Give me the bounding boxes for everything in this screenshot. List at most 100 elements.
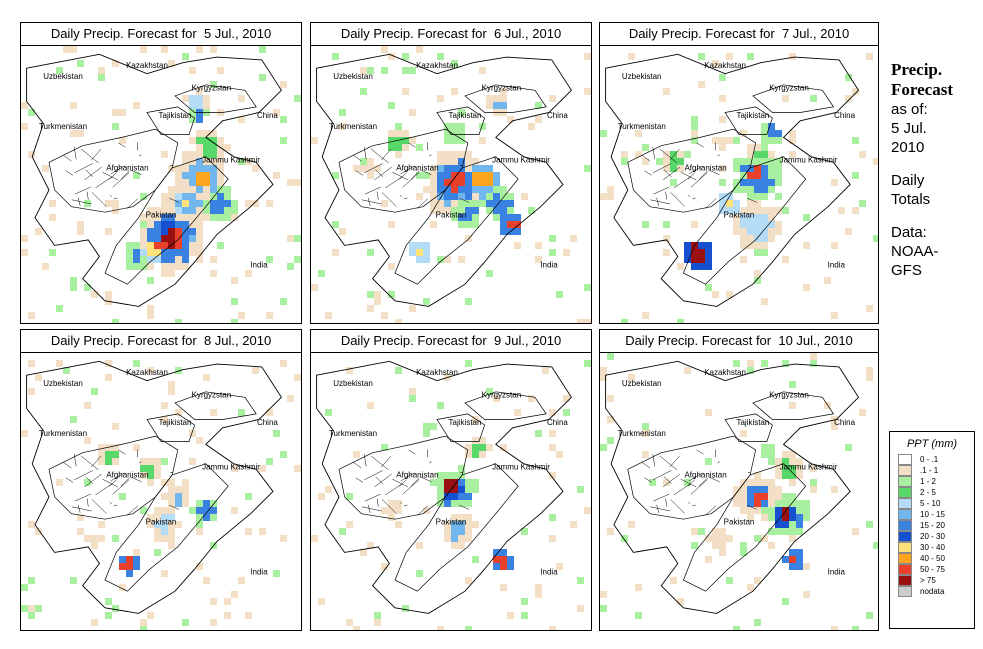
- precip-cell: [231, 214, 238, 221]
- precip-cell: [768, 228, 775, 235]
- precip-cell: [168, 507, 175, 514]
- precip-cell: [119, 493, 126, 500]
- precip-cell: [294, 256, 301, 263]
- precip-map: Uzbekistan Kazakhstan Kyrgyzstan Tajikistan…: [21, 46, 301, 323]
- province-border: [687, 479, 695, 487]
- precip-cell: [182, 179, 189, 186]
- precip-cell: [28, 577, 35, 584]
- precip-cell: [203, 193, 210, 200]
- forecast-panel-jul-9: Daily Precip. Forecast for 9 Jul., 2010 …: [310, 329, 592, 631]
- precip-cell: [712, 291, 719, 298]
- precip-cell: [437, 472, 444, 479]
- precip-cell: [126, 256, 133, 263]
- precip-cell: [374, 291, 381, 298]
- precip-cell: [733, 500, 740, 507]
- precip-cell: [196, 144, 203, 151]
- precip-cell: [719, 74, 726, 81]
- precip-cell: [479, 186, 486, 193]
- precip-cell: [210, 500, 217, 507]
- precip-cell: [210, 193, 217, 200]
- precip-cell: [444, 200, 451, 207]
- precip-cell: [182, 479, 189, 486]
- precip-cell: [507, 207, 514, 214]
- precip-cell: [698, 249, 705, 256]
- precip-cell: [528, 395, 535, 402]
- precip-cell: [775, 221, 782, 228]
- province-border: [130, 169, 142, 176]
- precip-cell: [733, 200, 740, 207]
- country-border: [752, 391, 835, 420]
- precip-cell: [824, 277, 831, 284]
- legend-label: 10 - 15: [920, 510, 945, 519]
- precip-cell: [175, 263, 182, 270]
- precip-cell: [747, 486, 754, 493]
- precip-cell: [353, 626, 360, 630]
- precip-cell: [189, 179, 196, 186]
- country-border: [316, 53, 572, 307]
- precip-cell: [465, 298, 472, 305]
- precip-cell: [556, 291, 563, 298]
- province-border: [656, 504, 660, 513]
- precip-cell: [852, 528, 859, 535]
- precip-cell: [325, 312, 332, 319]
- precip-cell: [768, 528, 775, 535]
- map-label: Uzbekistan: [622, 379, 662, 388]
- precip-cell: [528, 207, 535, 214]
- precip-cell: [161, 521, 168, 528]
- precip-cell: [168, 500, 175, 507]
- side-title-line1: Precip.: [891, 60, 943, 79]
- province-border: [400, 472, 415, 482]
- precip-cell: [747, 500, 754, 507]
- legend-swatch: [898, 454, 912, 465]
- precip-cell: [70, 577, 77, 584]
- precip-cell: [154, 521, 161, 528]
- precip-cell: [782, 500, 789, 507]
- precip-cell: [845, 95, 852, 102]
- map-label: China: [547, 111, 568, 120]
- precip-cell: [367, 291, 374, 298]
- precip-cell: [196, 214, 203, 221]
- precip-cell: [63, 367, 70, 374]
- precip-cell: [465, 514, 472, 521]
- precip-cell: [189, 193, 196, 200]
- precip-cell: [388, 144, 395, 151]
- precip-cell: [458, 158, 465, 165]
- precip-cell: [196, 437, 203, 444]
- precip-cell: [203, 179, 210, 186]
- precip-cell: [367, 158, 374, 165]
- province-border: [690, 479, 708, 495]
- province-border: [74, 186, 91, 195]
- precip-cell: [754, 507, 761, 514]
- precip-cell: [754, 472, 761, 479]
- precip-cell: [140, 458, 147, 465]
- forecast-panel-jul-8: Daily Precip. Forecast for 8 Jul., 2010 …: [20, 329, 302, 631]
- precip-cell: [584, 88, 591, 95]
- precip-cell: [754, 270, 761, 277]
- legend-item: 50 - 75: [898, 564, 974, 575]
- precip-cell: [458, 200, 465, 207]
- precip-cell: [782, 451, 789, 458]
- legend-rows: 0 - .1 .1 - 1 1 - 2 2 - 5 5 - 10 10 - 15 15 - …: [890, 454, 974, 597]
- precip-cell: [161, 514, 168, 521]
- precip-cell: [105, 458, 112, 465]
- precip-cell: [168, 256, 175, 263]
- precip-cell: [430, 172, 437, 179]
- precip-cell: [789, 493, 796, 500]
- province-border: [652, 470, 672, 481]
- map-label: Turkmenistan: [618, 429, 666, 438]
- precip-cell: [782, 514, 789, 521]
- precip-cell: [768, 214, 775, 221]
- province-border: [74, 470, 93, 481]
- precip-cell: [733, 360, 740, 367]
- precip-cell: [189, 242, 196, 249]
- precip-cell: [168, 514, 175, 521]
- precip-cell: [740, 430, 747, 437]
- precip-cell: [161, 402, 168, 409]
- precip-cell: [140, 626, 147, 630]
- map-label: Uzbekistan: [43, 72, 83, 81]
- precip-cell: [21, 102, 28, 109]
- precip-cell: [140, 507, 147, 514]
- precip-cell: [465, 151, 472, 158]
- precip-cell: [514, 242, 521, 249]
- precip-cell: [168, 235, 175, 242]
